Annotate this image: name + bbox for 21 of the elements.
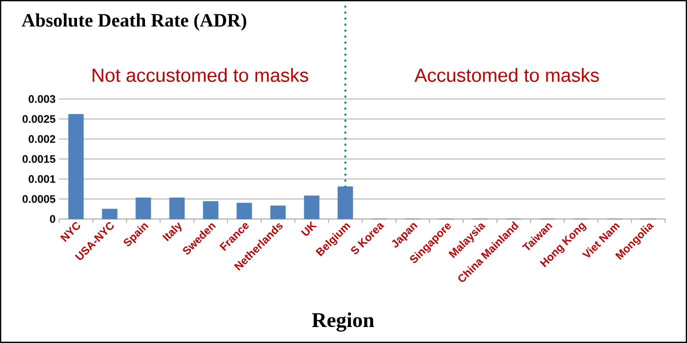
chart-title: Absolute Death Rate (ADR) [22,13,246,31]
text: Not accustomed to masks [92,68,308,82]
bar [68,114,84,220]
bar [202,201,218,220]
bar [136,198,152,220]
y-tick-label: 0.0005 [22,195,56,203]
bar [304,196,320,220]
y-tick-label: 0.003 [28,95,56,103]
y-tick-label: 0.0025 [22,115,56,123]
bar [338,186,354,220]
bar [270,206,286,220]
bar [169,198,185,220]
y-tick-label: 0 [50,215,56,223]
y-tick-label: 0.001 [28,175,56,183]
y-tick-label: 0.0015 [22,155,56,163]
x-tick-label: UK [300,220,317,236]
text: Accustomed to masks [414,68,599,82]
bar [236,202,252,220]
x-axis-title: Region [312,312,374,332]
y-tick-label: 0.002 [28,135,56,143]
bar [102,208,118,220]
